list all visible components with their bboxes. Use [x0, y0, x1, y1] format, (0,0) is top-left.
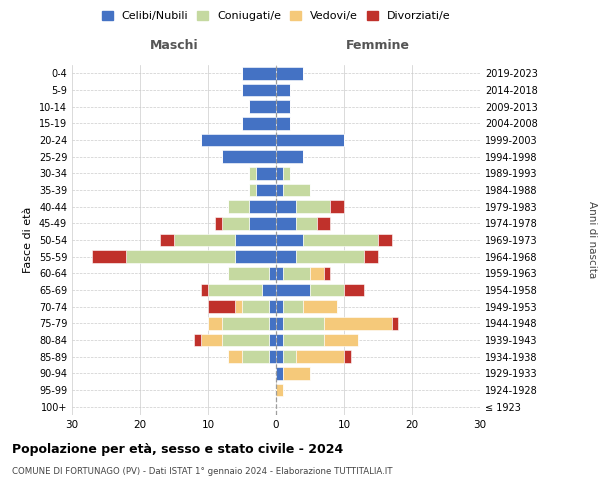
Bar — [215, 217, 221, 230]
Bar — [276, 184, 283, 196]
Text: Anni di nascita: Anni di nascita — [587, 202, 597, 278]
Bar — [323, 334, 358, 346]
Bar — [276, 300, 283, 313]
Bar — [174, 234, 235, 246]
Bar — [283, 367, 310, 380]
Bar — [296, 200, 331, 213]
Bar — [283, 317, 323, 330]
Bar — [249, 167, 256, 179]
Bar — [229, 200, 249, 213]
Bar — [201, 334, 221, 346]
Bar — [276, 350, 283, 363]
Bar — [235, 250, 276, 263]
Bar — [269, 267, 276, 280]
Bar — [276, 150, 303, 163]
Bar — [276, 117, 290, 130]
Bar — [276, 250, 296, 263]
Bar — [310, 267, 323, 280]
Bar — [276, 67, 303, 80]
Text: Femmine: Femmine — [346, 38, 410, 52]
Bar — [249, 200, 276, 213]
Bar — [229, 267, 269, 280]
Bar — [242, 84, 276, 96]
Bar — [378, 234, 392, 246]
Bar — [221, 150, 276, 163]
Bar — [194, 334, 201, 346]
Bar — [235, 234, 276, 246]
Bar — [249, 217, 276, 230]
Bar — [331, 200, 344, 213]
Bar — [269, 300, 276, 313]
Bar — [269, 317, 276, 330]
Bar — [276, 200, 296, 213]
Bar — [392, 317, 398, 330]
Bar — [283, 267, 310, 280]
Bar — [276, 134, 344, 146]
Bar — [283, 350, 296, 363]
Bar — [317, 217, 331, 230]
Bar — [303, 234, 378, 246]
Bar — [269, 334, 276, 346]
Bar — [276, 334, 283, 346]
Bar — [344, 284, 364, 296]
Bar — [296, 217, 317, 230]
Bar — [276, 84, 290, 96]
Bar — [276, 384, 283, 396]
Text: Maschi: Maschi — [149, 38, 199, 52]
Text: COMUNE DI FORTUNAGO (PV) - Dati ISTAT 1° gennaio 2024 - Elaborazione TUTTITALIA.: COMUNE DI FORTUNAGO (PV) - Dati ISTAT 1°… — [12, 468, 392, 476]
Bar — [221, 317, 269, 330]
Bar — [208, 300, 235, 313]
Legend: Celibi/Nubili, Coniugati/e, Vedovi/e, Divorziati/e: Celibi/Nubili, Coniugati/e, Vedovi/e, Di… — [98, 8, 454, 24]
Bar — [310, 284, 344, 296]
Bar — [235, 300, 242, 313]
Bar — [323, 317, 392, 330]
Bar — [201, 134, 276, 146]
Bar — [256, 184, 276, 196]
Bar — [303, 300, 337, 313]
Bar — [283, 184, 310, 196]
Text: Popolazione per età, sesso e stato civile - 2024: Popolazione per età, sesso e stato civil… — [12, 442, 343, 456]
Bar — [160, 234, 174, 246]
Bar — [208, 284, 262, 296]
Bar — [242, 300, 269, 313]
Bar — [276, 284, 310, 296]
Bar — [276, 167, 283, 179]
Bar — [127, 250, 235, 263]
Bar — [256, 167, 276, 179]
Bar — [201, 284, 208, 296]
Bar — [208, 317, 221, 330]
Bar — [221, 334, 269, 346]
Bar — [276, 317, 283, 330]
Bar — [92, 250, 127, 263]
Bar — [221, 217, 249, 230]
Bar — [269, 350, 276, 363]
Bar — [242, 350, 269, 363]
Bar — [344, 350, 351, 363]
Bar — [276, 267, 283, 280]
Bar — [276, 234, 303, 246]
Bar — [283, 300, 303, 313]
Bar — [276, 367, 283, 380]
Bar — [242, 67, 276, 80]
Bar — [323, 267, 331, 280]
Bar — [262, 284, 276, 296]
Bar — [296, 250, 364, 263]
Bar — [276, 100, 290, 113]
Bar — [276, 217, 296, 230]
Bar — [296, 350, 344, 363]
Bar — [283, 167, 290, 179]
Bar — [249, 184, 256, 196]
Bar — [229, 350, 242, 363]
Y-axis label: Fasce di età: Fasce di età — [23, 207, 33, 273]
Bar — [242, 117, 276, 130]
Bar — [249, 100, 276, 113]
Bar — [283, 334, 323, 346]
Bar — [364, 250, 378, 263]
